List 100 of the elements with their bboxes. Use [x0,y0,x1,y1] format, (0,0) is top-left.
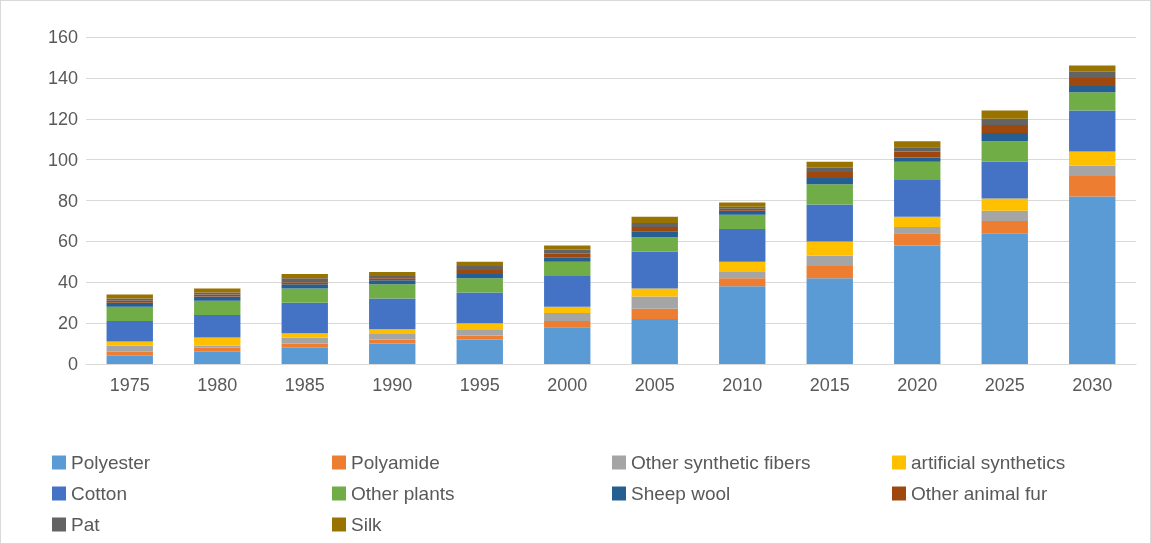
bar [106,302,153,307]
bar [544,276,591,307]
x-tick-label: 1980 [197,375,238,395]
x-tick-label: 2020 [897,375,938,395]
bar [631,288,678,297]
bar [719,272,766,279]
bar [281,302,328,334]
bar [369,339,416,344]
x-tick-label: 2000 [547,375,588,395]
bar [1069,77,1116,87]
bar [894,151,941,158]
bar [631,296,678,309]
bar [281,337,328,344]
bar [719,214,766,230]
bar [806,184,853,205]
bar [1069,196,1116,364]
bar [544,327,591,364]
bar [1069,71,1116,78]
bar [106,321,153,342]
bar [194,347,241,352]
bar [106,306,153,322]
bar [369,284,416,299]
bar [456,329,503,336]
bar [194,296,241,301]
bar [719,286,766,364]
bar [631,319,678,364]
bar [894,161,941,181]
bar [719,210,766,215]
y-tick-label: 120 [47,108,78,129]
bar [456,339,503,364]
bar [1069,86,1116,93]
legend-label: Other synthetic fibers [631,452,811,473]
bar [456,265,503,270]
bar [106,351,153,356]
y-tick-label: 40 [57,272,78,293]
bar [369,329,416,334]
y-tick-label: 60 [57,231,78,252]
bar [369,343,416,364]
bar [719,261,766,273]
bar [981,220,1028,234]
bar [981,110,1028,119]
bar [544,306,591,313]
bar [194,288,241,293]
bar [894,233,941,246]
bar [894,180,941,217]
bar [194,337,241,346]
bar [544,245,591,250]
bar [806,204,853,242]
bar [1069,92,1116,111]
y-tick-label: 100 [47,149,78,170]
bar [544,253,591,258]
bar [806,167,853,172]
bar [719,278,766,287]
bar [894,227,941,234]
bar [456,261,503,266]
bar [369,333,416,340]
bar [806,255,853,266]
bar [806,265,853,279]
bar [1069,110,1116,152]
bar [981,233,1028,364]
bar [981,161,1028,199]
bar [281,343,328,348]
bar [631,251,678,289]
bar [194,300,241,315]
legend-label: Silk [351,514,383,535]
bar [631,216,678,223]
bar [456,274,503,279]
bar [281,282,328,285]
bar [719,229,766,262]
bar [719,202,766,207]
bar [281,284,328,289]
x-tick-label: 1990 [372,375,413,395]
bar [894,245,941,364]
bar [194,351,241,364]
bar [106,341,153,346]
legend-label: Polyester [71,452,151,473]
x-tick-label: 2025 [984,375,1025,395]
bar [631,227,678,232]
bar [544,312,591,322]
legend-label: Other plants [351,483,455,504]
bar [981,198,1028,211]
bar [544,321,591,328]
bar [281,274,328,279]
x-tick-label: 1995 [459,375,500,395]
bar [369,298,416,330]
bar [456,269,503,275]
bar [631,308,678,320]
x-tick-label: 2030 [1072,375,1113,395]
bar [806,241,853,256]
bar [981,210,1028,221]
bar [806,278,853,364]
bar [194,314,241,338]
bar [631,231,678,238]
x-tick-label: 2005 [634,375,675,395]
y-tick-label: 140 [47,67,78,88]
bar [894,147,941,152]
legend-label: Cotton [71,483,127,504]
x-tick-label: 1975 [109,375,150,395]
x-tick-label: 2015 [809,375,850,395]
bar [456,278,503,293]
